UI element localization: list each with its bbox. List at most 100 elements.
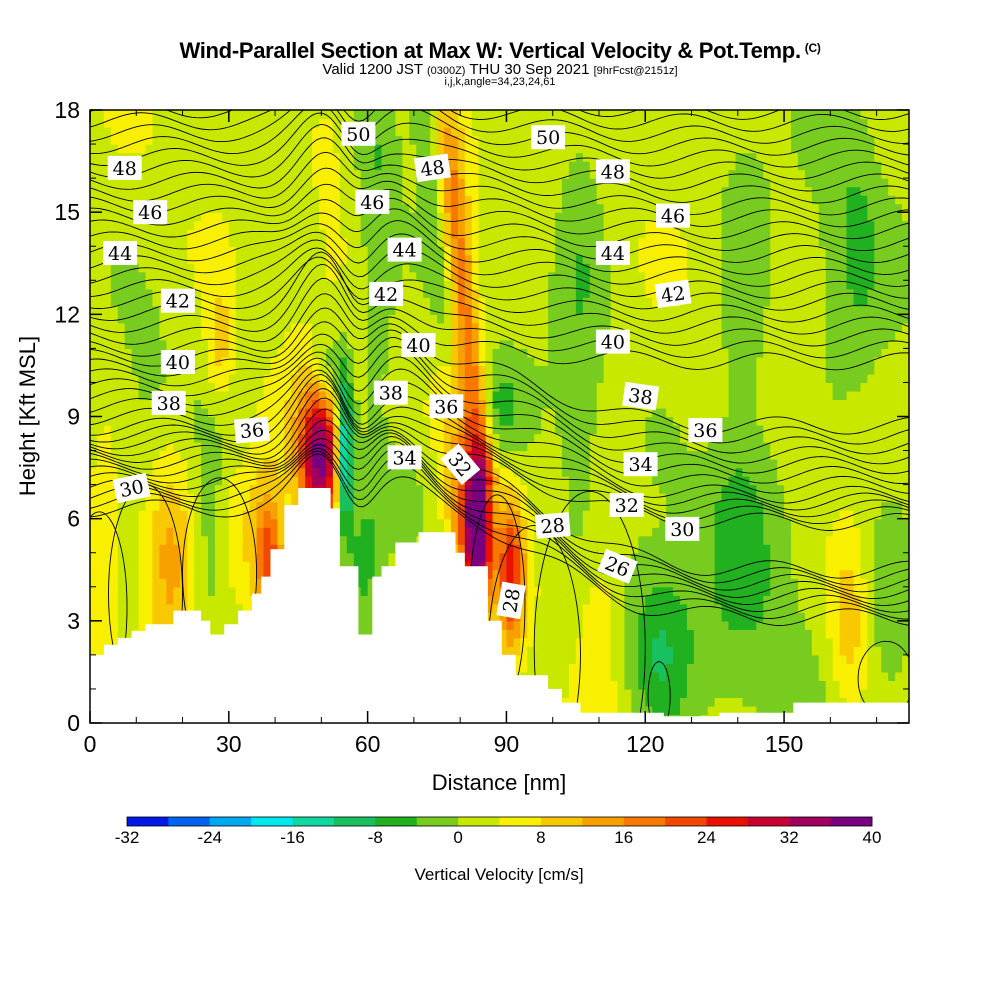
w-cell [568, 654, 577, 664]
w-cell [582, 646, 591, 656]
w-cell [811, 467, 820, 477]
w-cell [589, 425, 598, 435]
w-cell [645, 544, 653, 554]
w-cell [201, 433, 209, 443]
w-cell [235, 459, 244, 469]
w-cell [90, 382, 98, 392]
w-cell [353, 535, 362, 545]
w-cell [270, 442, 278, 452]
w-cell [305, 365, 313, 375]
w-cell [825, 612, 834, 622]
w-cell [180, 382, 188, 392]
w-cell [339, 425, 348, 435]
w-cell [249, 365, 258, 375]
w-cell [534, 569, 542, 579]
w-cell [874, 527, 882, 537]
w-cell [319, 390, 327, 401]
w-cell [228, 569, 237, 579]
w-cell [173, 442, 181, 452]
w-cell [520, 535, 528, 545]
w-cell [846, 671, 855, 682]
w-cell [96, 510, 105, 520]
w-cell [527, 425, 535, 435]
w-cell [152, 527, 161, 537]
w-cell [214, 629, 223, 639]
w-cell [645, 688, 653, 699]
w-cell [492, 416, 501, 426]
w-cell [194, 373, 202, 384]
w-cell [256, 390, 265, 401]
w-cell [846, 612, 855, 622]
w-cell [825, 467, 834, 477]
w-cell [201, 544, 209, 554]
w-cell [374, 476, 383, 486]
w-cell [513, 390, 521, 401]
w-cell [846, 527, 855, 537]
w-cell [867, 680, 875, 690]
w-cell [742, 399, 750, 409]
w-cell [707, 671, 716, 682]
w-cell [110, 595, 119, 605]
w-cell [194, 518, 202, 528]
w-cell [770, 612, 778, 622]
w-cell [561, 595, 570, 605]
w-cell [700, 578, 709, 588]
w-cell [117, 527, 126, 537]
w-cell [360, 425, 369, 435]
w-cell [478, 467, 487, 477]
w-cell [784, 416, 792, 426]
w-cell [138, 425, 147, 435]
w-cell [818, 467, 827, 477]
w-cell [846, 416, 855, 426]
w-cell [721, 535, 730, 545]
w-cell [860, 569, 868, 579]
w-cell [131, 390, 140, 401]
w-cell [666, 493, 674, 503]
w-cell [763, 705, 771, 716]
w-cell [201, 561, 209, 571]
w-cell [770, 493, 778, 503]
w-cell [728, 646, 737, 656]
w-cell [96, 501, 105, 511]
w-cell [589, 629, 598, 639]
w-cell [860, 544, 868, 554]
w-cell [853, 476, 862, 486]
w-cell [679, 620, 688, 630]
w-cell [555, 561, 563, 571]
w-cell [881, 425, 889, 435]
w-cell [437, 425, 445, 435]
w-cell [610, 680, 619, 690]
w-cell [804, 399, 813, 409]
w-cell [110, 578, 119, 588]
w-cell [187, 467, 195, 477]
w-cell [610, 544, 619, 554]
w-cell [881, 544, 889, 554]
w-cell [638, 476, 646, 486]
w-cell [534, 467, 542, 477]
w-cell [853, 442, 862, 452]
w-cell [291, 433, 299, 443]
w-cell [645, 637, 653, 647]
w-cell [631, 620, 639, 630]
w-cell [902, 416, 909, 426]
w-cell [207, 544, 216, 554]
w-cell [825, 476, 834, 486]
w-cell [534, 407, 542, 418]
w-cell [895, 561, 903, 571]
w-cell [346, 544, 355, 554]
w-cell [818, 620, 827, 630]
w-cell [902, 382, 909, 392]
w-cell [666, 595, 674, 605]
w-cell [735, 544, 744, 554]
w-cell [721, 544, 730, 554]
w-cell [679, 442, 688, 452]
w-cell [763, 518, 771, 528]
w-cell [700, 510, 709, 520]
w-cell [638, 603, 646, 613]
w-cell [291, 365, 299, 375]
w-cell [312, 442, 320, 452]
w-cell [541, 612, 549, 622]
w-cell [804, 416, 813, 426]
w-cell [555, 586, 563, 596]
w-cell [770, 603, 778, 613]
